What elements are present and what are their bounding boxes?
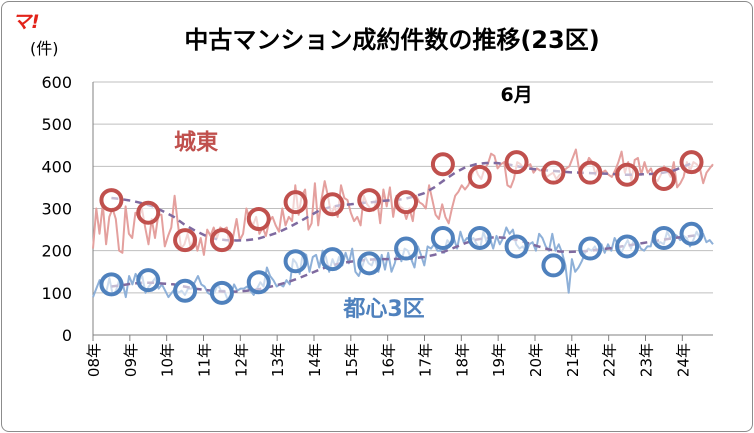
marker-castle-east-14 [615, 162, 640, 187]
marker-central-3-wards-8 [394, 236, 419, 261]
marker-castle-east-2 [173, 228, 198, 253]
series-label-castle-east: 城東 [174, 129, 218, 155]
chart-title: 中古マンション成約件数の推移(23区) [184, 26, 599, 54]
y-axis-unit: (件) [30, 39, 59, 58]
y-tick-label-0: 0 [62, 326, 72, 345]
x-tick-label-2023: 23年 [637, 343, 655, 377]
x-tick-label-2018: 18年 [453, 343, 471, 377]
marker-castle-east-11 [504, 150, 529, 175]
x-tick-label-2019: 19年 [490, 343, 508, 377]
marker-castle-east-9 [430, 152, 455, 177]
marker-central-3-wards-7 [357, 251, 382, 276]
marker-castle-east-7 [357, 188, 382, 213]
marker-central-3-wards-14 [615, 234, 640, 259]
y-tick-label-400: 400 [41, 157, 72, 176]
x-tick-label-2017: 17年 [416, 343, 434, 377]
marker-central-3-wards-4 [246, 270, 271, 295]
marker-central-3-wards-1 [136, 268, 161, 293]
x-tick-label-2008: 08年 [85, 343, 103, 377]
x-tick-label-2011: 11年 [195, 343, 213, 377]
marker-castle-east-10 [467, 164, 492, 189]
marker-castle-east-13 [578, 160, 603, 185]
y-tick-label-100: 100 [41, 284, 72, 303]
marker-castle-east-16 [679, 150, 704, 175]
series-central-3-wards [92, 221, 714, 305]
marker-central-3-wards-16 [679, 221, 704, 246]
marker-castle-east-0 [99, 188, 124, 213]
marker-central-3-wards-5 [283, 249, 308, 274]
marker-central-3-wards-6 [320, 247, 345, 272]
marker-castle-east-1 [136, 200, 161, 225]
marker-central-3-wards-9 [430, 226, 455, 251]
marker-castle-east-15 [651, 166, 676, 191]
marker-central-3-wards-3 [209, 280, 234, 305]
x-tick-label-2022: 22年 [601, 343, 619, 377]
marker-castle-east-8 [394, 190, 419, 215]
marker-central-3-wards-13 [578, 236, 603, 261]
x-tick-label-2021: 21年 [564, 343, 582, 377]
y-tick-label-500: 500 [41, 115, 72, 134]
marker-castle-east-6 [320, 192, 345, 217]
series-label-central-3-wards: 都心3区 [342, 297, 424, 322]
marker-central-3-wards-2 [173, 278, 198, 303]
logo-text: マ! [12, 11, 40, 33]
x-tick-label-2009: 09年 [122, 343, 140, 377]
marker-castle-east-12 [541, 160, 566, 185]
marker-central-3-wards-11 [504, 234, 529, 259]
series-layer [92, 148, 714, 305]
marker-central-3-wards-10 [467, 226, 492, 251]
marker-central-3-wards-15 [651, 226, 676, 251]
x-tick-label-2014: 14年 [306, 343, 324, 377]
marker-castle-east-4 [246, 207, 271, 232]
y-tick-label-600: 600 [41, 73, 72, 92]
logo: マ! [12, 11, 40, 33]
x-axis: 08年 09年 10年 11年 12年 13年 14年 15年 16年 17年 18年 19年 20年 2… [85, 335, 692, 377]
marker-castle-east-5 [283, 190, 308, 215]
x-tick-label-2016: 16年 [380, 343, 398, 377]
x-tick-label-2015: 15年 [343, 343, 361, 377]
series-castle-east [92, 148, 714, 256]
marker-central-3-wards-0 [99, 272, 124, 297]
x-tick-label-2010: 10年 [159, 343, 177, 377]
x-tick-label-2013: 13年 [269, 343, 287, 377]
annotation-june: 6月 [500, 84, 532, 106]
y-tick-label-200: 200 [41, 242, 72, 261]
y-axis-ticks: 0 100 200 300 400 500 600 [41, 73, 72, 345]
x-tick-label-2024: 24年 [674, 343, 692, 377]
x-tick-label-2020: 20年 [527, 343, 545, 377]
marker-castle-east-3 [209, 228, 234, 253]
x-tick-label-2012: 12年 [232, 343, 250, 377]
marker-central-3-wards-12 [541, 253, 566, 278]
y-tick-label-300: 300 [41, 200, 72, 219]
